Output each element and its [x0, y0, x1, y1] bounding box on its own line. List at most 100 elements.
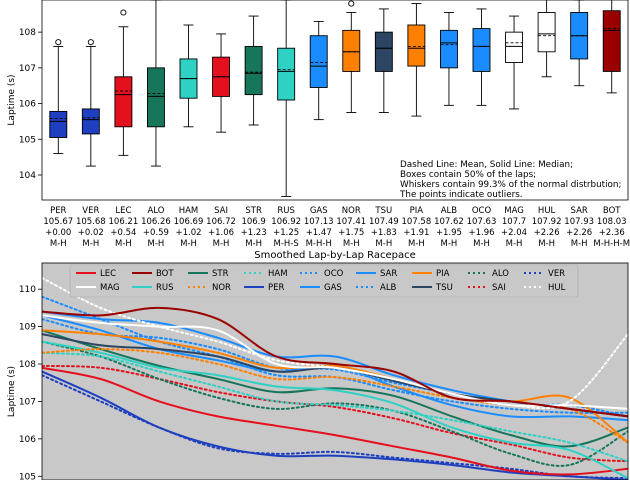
legend-label: STR	[212, 269, 229, 279]
driver-label: OCO	[472, 206, 492, 216]
driver-tyre-label: M-H-H-M	[593, 239, 630, 249]
legend-label: BOT	[156, 269, 174, 279]
outlier-point	[348, 0, 355, 7]
driver-tyre-label: M-H	[180, 239, 197, 249]
driver-tyre-label: M-H	[343, 239, 360, 249]
driver-tyre-label: M-H-S	[274, 239, 299, 249]
driver-mean-label: 107.13	[304, 217, 334, 227]
driver-tyre-label: M-H	[473, 239, 490, 249]
legend-label: PIA	[436, 269, 450, 279]
series-line-rus	[42, 340, 628, 480]
driver-label: VER	[82, 206, 99, 216]
box-nor	[342, 29, 361, 72]
driver-tyre-label: M-H	[82, 239, 99, 249]
driver-tyre-label: M-H	[50, 239, 67, 249]
line-chart-title: Smoothed Lap-by-Lap Racepace	[254, 250, 415, 261]
driver-mean-label: 106.72	[206, 217, 236, 227]
driver-delta-label: +1.96	[468, 228, 494, 238]
box-ver	[81, 108, 100, 135]
box-alo	[146, 67, 165, 128]
series-line-sai	[42, 364, 628, 463]
series-line-str	[42, 329, 628, 448]
driver-mean-label: 105.68	[76, 217, 106, 227]
driver-mean-label: 107.7	[502, 217, 526, 227]
driver-tyre-label: M-H	[115, 239, 132, 249]
driver-delta-label: +1.75	[338, 228, 364, 238]
y-tick-label: 109	[19, 323, 36, 333]
driver-mean-label: 108.03	[597, 217, 627, 227]
legend-label: ALO	[492, 269, 509, 279]
annotation-note-line: The points indicate outliers.	[399, 190, 523, 200]
driver-label: RUS	[277, 206, 295, 216]
driver-mean-label: 107.93	[564, 217, 594, 227]
legend-label: GAS	[324, 283, 342, 293]
driver-delta-label: +0.54	[110, 228, 136, 238]
laptime-boxplot-panel: 104 105 106 107 108 Laptime (s) PER105.67+0.00…	[7, 0, 630, 249]
series-line-alo	[42, 340, 628, 467]
annotation-note-line: Whiskers contain 99.3% of the normal dis…	[400, 180, 621, 190]
y-tick-label: 106	[19, 100, 36, 110]
legend-label: NOR	[212, 283, 231, 293]
driver-mean-label: 107.58	[402, 217, 432, 227]
driver-label: BOT	[603, 206, 621, 216]
driver-mean-label: 105.67	[43, 217, 73, 227]
driver-delta-label: +1.02	[175, 228, 201, 238]
driver-delta-label: +0.00	[45, 228, 71, 238]
driver-tyre-label: M-H	[375, 239, 392, 249]
y-tick-label: 106	[19, 435, 36, 445]
driver-delta-label: +1.47	[306, 228, 332, 238]
driver-label: STR	[245, 206, 262, 216]
driver-mean-label: 107.63	[467, 217, 497, 227]
legend-label: SAI	[492, 283, 506, 293]
driver-delta-label: +1.23	[241, 228, 267, 238]
driver-mean-label: 106.69	[174, 217, 204, 227]
series-line-hul	[42, 277, 628, 410]
driver-label: SAI	[214, 206, 228, 216]
driver-delta-label: +2.04	[501, 228, 527, 238]
box-lec	[114, 76, 133, 128]
legend-label: HAM	[268, 269, 288, 279]
box-mag	[505, 31, 524, 63]
box-tsu	[374, 31, 393, 72]
box-str	[244, 45, 263, 96]
boxplot-plot-area	[42, 0, 628, 200]
driver-mean-label: 106.26	[141, 217, 171, 227]
driver-delta-label: +1.95	[436, 228, 462, 238]
driver-tyre-label: M-H-H	[306, 239, 332, 249]
legend-label: SAR	[380, 269, 397, 279]
driver-mean-label: 106.9	[241, 217, 265, 227]
driver-label: NOR	[342, 206, 361, 216]
legend-label: HUL	[548, 283, 566, 293]
driver-tyre-label: M-H	[408, 239, 425, 249]
driver-label: PER	[50, 206, 66, 216]
driver-delta-label: +1.91	[403, 228, 429, 238]
y-tick-label: 108	[19, 360, 36, 370]
y-tick-label: 107	[19, 397, 36, 407]
series-line-lec	[42, 366, 628, 476]
driver-label: SAR	[571, 206, 588, 216]
annotation-note-line: Boxes contain 50% of the laps;	[400, 170, 536, 180]
outlier-point	[87, 39, 94, 46]
driver-label: HAM	[179, 206, 199, 216]
driver-delta-label: +1.83	[371, 228, 397, 238]
y-tick-label: 107	[19, 64, 36, 74]
driver-label: ALB	[441, 206, 458, 216]
driver-label: MAG	[504, 206, 524, 216]
driver-tyre-label: M-H	[245, 239, 262, 249]
legend-label: PER	[268, 283, 284, 293]
driver-mean-label: 106.21	[109, 217, 139, 227]
box-rus	[277, 47, 296, 101]
legend-label: TSU	[435, 283, 453, 293]
legend-label: VER	[548, 269, 565, 279]
legend-label: ALB	[380, 283, 397, 293]
y-tick-label: 104	[19, 171, 36, 181]
box-hul	[537, 12, 556, 53]
driver-delta-label: +0.02	[78, 228, 104, 238]
box-oco	[472, 28, 491, 72]
box-per	[49, 110, 68, 138]
y-tick-label: 105	[19, 135, 36, 145]
y-tick-label: 105	[19, 472, 36, 480]
series-line-pia	[42, 329, 628, 444]
outlier-point	[55, 39, 62, 46]
series-line-mag	[42, 314, 628, 410]
